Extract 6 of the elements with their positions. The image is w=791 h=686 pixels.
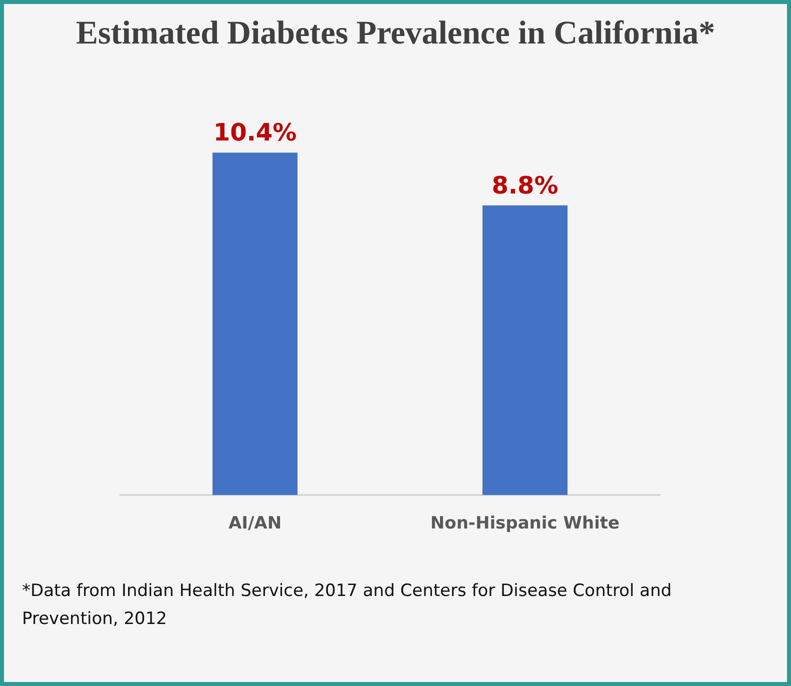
chart-title: Estimated Diabetes Prevalence in California*	[76, 16, 716, 52]
text: *Data from Indian Health Service, 2017 and Centers for Disease Control and Prevention, 2012	[22, 581, 678, 629]
data-label: 10.4%	[213, 118, 297, 147]
x-tick-label: Non-Hispanic White	[430, 514, 620, 534]
data-label: 8.8%	[492, 171, 558, 200]
x-tick-label: AI/AN	[228, 514, 282, 534]
